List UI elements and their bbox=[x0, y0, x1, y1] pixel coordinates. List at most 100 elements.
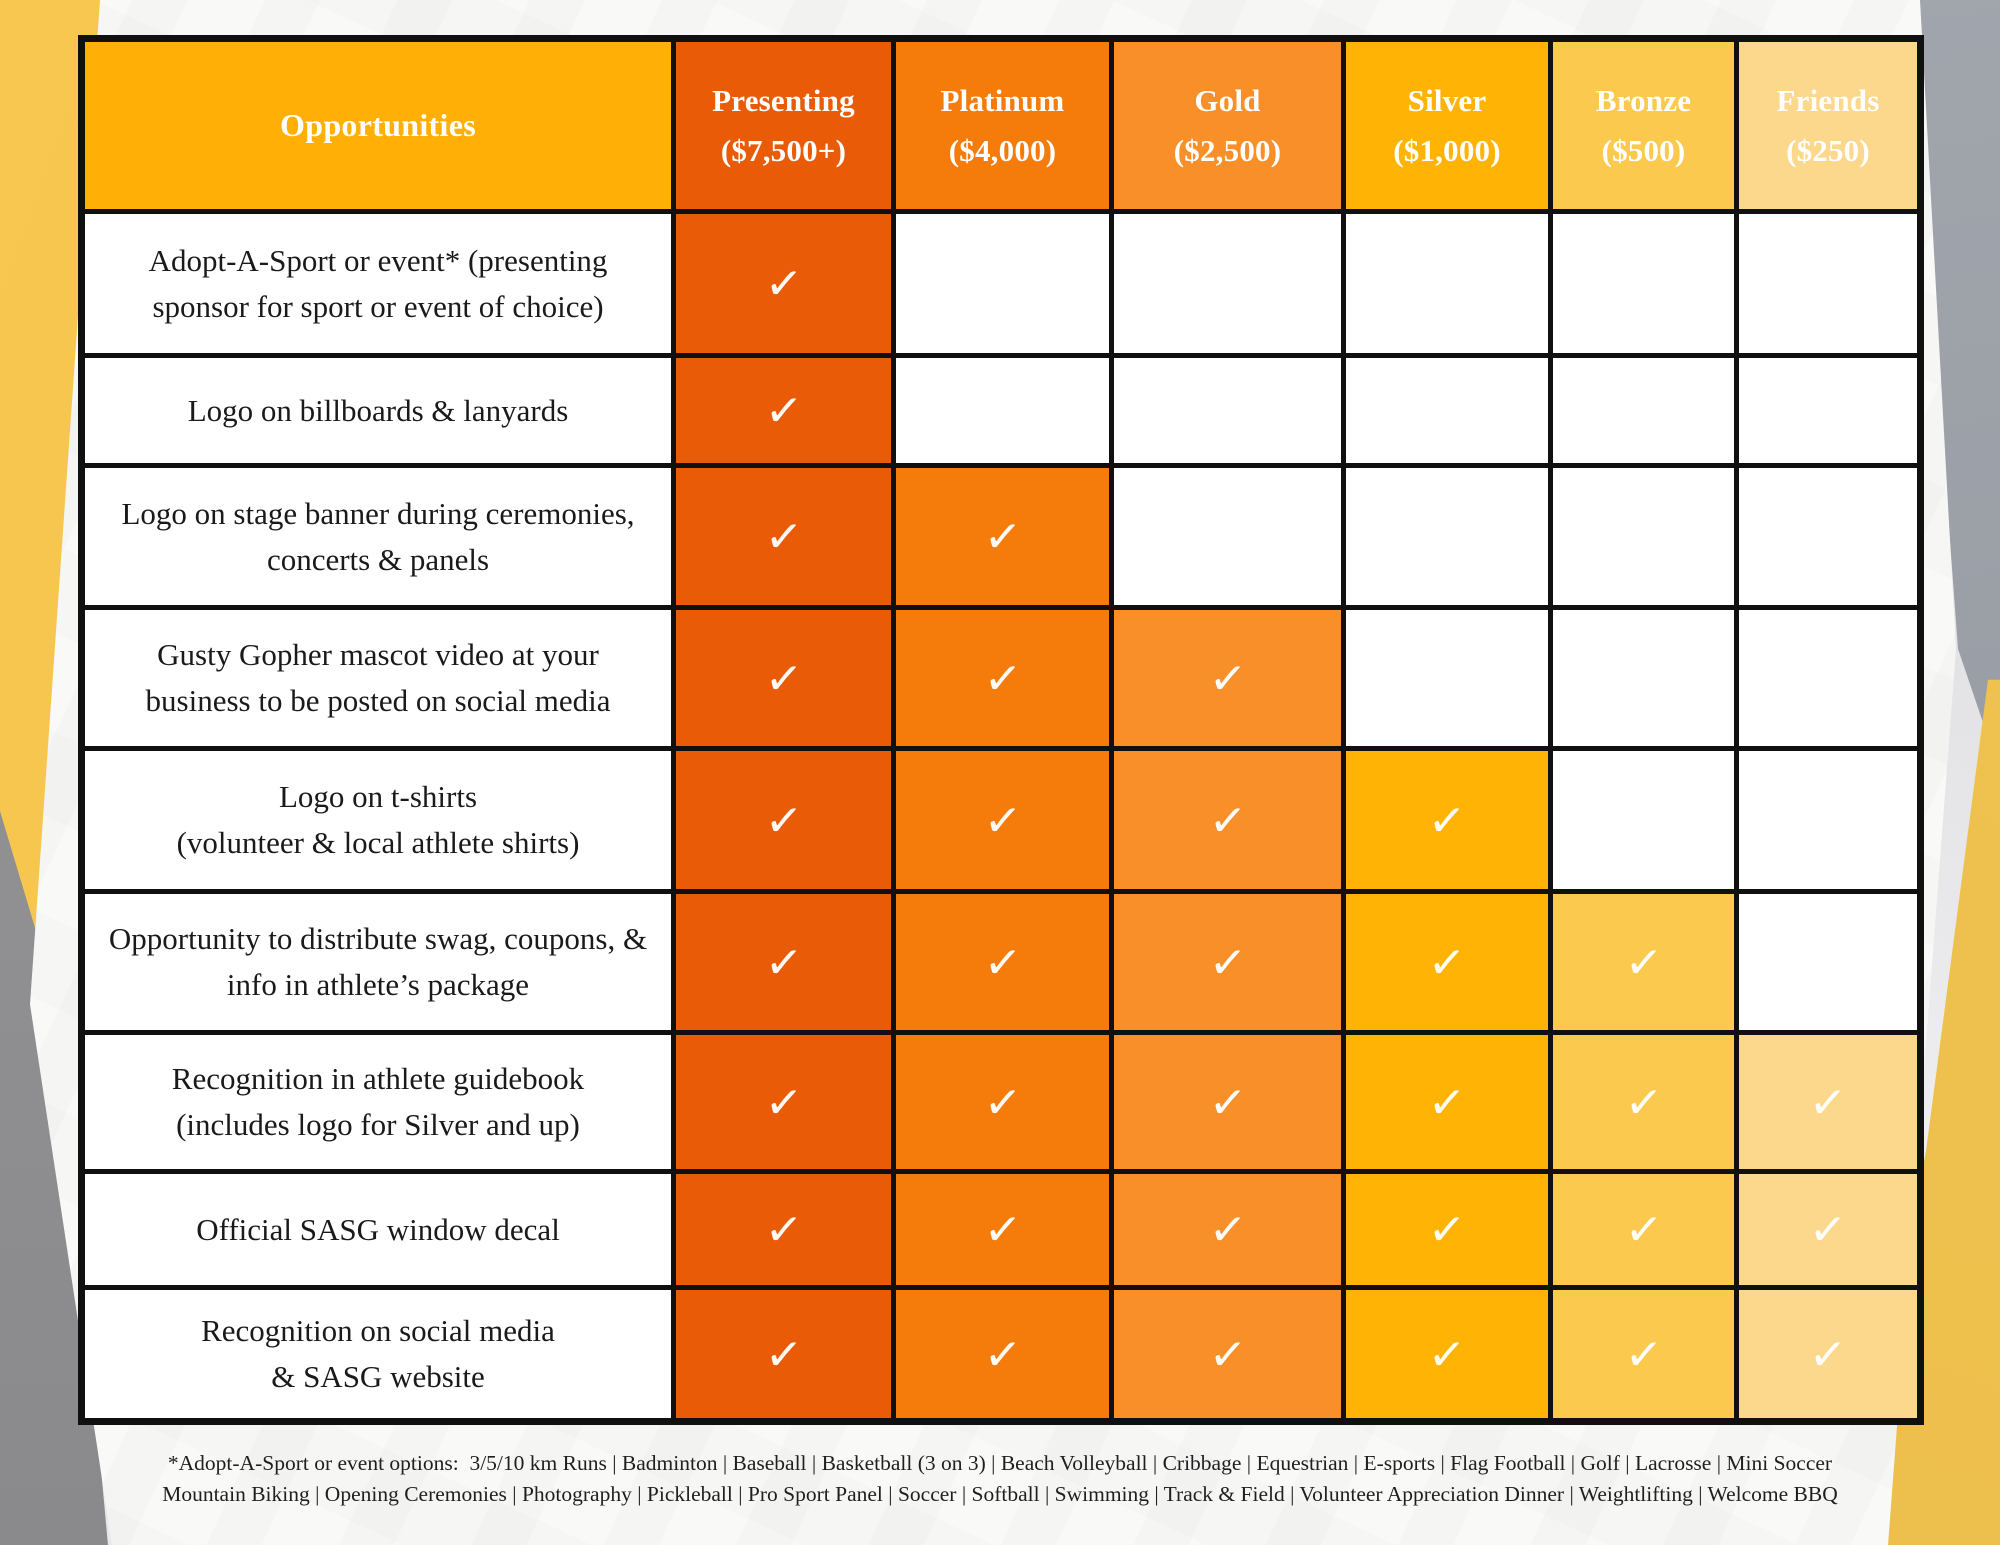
row-label: Logo on stage banner during ceremonies, c… bbox=[79, 463, 676, 610]
table-row: Adopt-A-Sport or event* (presenting spons… bbox=[79, 209, 1923, 358]
row-label-line: (includes logo for Silver and up) bbox=[176, 1107, 580, 1142]
check-icon: ✓ bbox=[1206, 650, 1249, 706]
row-label: Opportunity to distribute swag, coupons,… bbox=[79, 889, 676, 1035]
tier-price: ($500) bbox=[1601, 132, 1686, 168]
tier-header-gold: Gold ($2,500) bbox=[1109, 36, 1346, 214]
check-icon: ✓ bbox=[1206, 934, 1249, 990]
check-icon: ✓ bbox=[981, 792, 1024, 848]
cell-silver-checked: ✓ bbox=[1341, 746, 1553, 894]
check-icon: ✓ bbox=[1426, 934, 1468, 990]
check-icon: ✓ bbox=[1807, 1326, 1849, 1382]
footnote: *Adopt-A-Sport or event options: 3/5/10 … bbox=[0, 1448, 2000, 1510]
cell-gold-checked: ✓ bbox=[1109, 1285, 1346, 1424]
check-icon: ✓ bbox=[1807, 1201, 1849, 1258]
row-label-line: (volunteer & local athlete shirts) bbox=[176, 825, 580, 860]
tier-name: Bronze bbox=[1595, 82, 1692, 118]
table-header-row: Opportunities Presenting ($7,500+) Platinu… bbox=[79, 36, 1923, 214]
row-label: Adopt-A-Sport or event* (presenting spons… bbox=[79, 209, 676, 358]
tier-header-platinum: Platinum ($4,000) bbox=[891, 36, 1114, 214]
tier-price: ($2,500) bbox=[1173, 132, 1282, 168]
cell-silver-empty bbox=[1341, 463, 1553, 610]
cell-presenting-checked: ✓ bbox=[671, 209, 896, 358]
cell-platinum-checked: ✓ bbox=[891, 463, 1114, 610]
tier-header-presenting: Presenting ($7,500+) bbox=[671, 36, 896, 214]
tier-price: ($4,000) bbox=[948, 132, 1057, 168]
row-label-line: Logo on t-shirts bbox=[278, 779, 478, 815]
cell-platinum-checked: ✓ bbox=[891, 1285, 1114, 1424]
cell-friends-empty bbox=[1734, 746, 1923, 894]
check-icon: ✓ bbox=[762, 650, 805, 706]
check-icon: ✓ bbox=[1622, 1201, 1665, 1258]
cell-platinum-empty bbox=[891, 353, 1114, 468]
cell-gold-empty bbox=[1109, 353, 1346, 468]
footnote-line-2: Mountain Biking | Opening Ceremonies | P… bbox=[162, 1482, 1838, 1507]
check-icon: ✓ bbox=[762, 792, 805, 848]
table-row: Opportunity to distribute swag, coupons,… bbox=[79, 889, 1923, 1035]
tier-name: Presenting bbox=[712, 82, 855, 118]
cell-bronze-empty bbox=[1548, 353, 1739, 468]
cell-platinum-checked: ✓ bbox=[891, 889, 1114, 1035]
cell-bronze-empty bbox=[1548, 746, 1739, 894]
check-icon: ✓ bbox=[1426, 1201, 1468, 1258]
cell-silver-checked: ✓ bbox=[1341, 1285, 1553, 1424]
table-row: Logo on billboards & lanyards ✓ bbox=[79, 353, 1923, 468]
cell-silver-checked: ✓ bbox=[1341, 1030, 1553, 1174]
tier-price: ($1,000) bbox=[1393, 132, 1501, 168]
table-row: Recognition on social media & SASG websit… bbox=[79, 1285, 1923, 1424]
row-label: Official SASG window decal bbox=[79, 1169, 676, 1290]
cell-presenting-checked: ✓ bbox=[671, 353, 896, 468]
row-label-line: Logo on billboards & lanyards bbox=[187, 392, 569, 428]
cell-silver-empty bbox=[1341, 209, 1553, 358]
table-row: Official SASG window decal ✓ ✓ ✓ ✓ ✓ ✓ bbox=[79, 1169, 1923, 1290]
check-icon: ✓ bbox=[1206, 1074, 1249, 1130]
cell-friends-empty bbox=[1734, 889, 1923, 1035]
cell-bronze-checked: ✓ bbox=[1548, 889, 1739, 1035]
cell-silver-checked: ✓ bbox=[1341, 1169, 1553, 1290]
row-label-line: Gusty Gopher mascot video at your bbox=[157, 637, 599, 673]
check-icon: ✓ bbox=[981, 934, 1024, 990]
cell-friends-empty bbox=[1734, 463, 1923, 610]
cell-presenting-checked: ✓ bbox=[671, 463, 896, 610]
tier-name: Silver bbox=[1407, 82, 1487, 118]
cell-presenting-checked: ✓ bbox=[671, 1030, 896, 1174]
check-icon: ✓ bbox=[1426, 792, 1468, 848]
row-label-line: concerts & panels bbox=[266, 541, 490, 577]
tier-price: ($250) bbox=[1786, 132, 1870, 168]
cell-gold-empty bbox=[1109, 463, 1346, 610]
cell-bronze-checked: ✓ bbox=[1548, 1285, 1739, 1424]
check-icon: ✓ bbox=[762, 382, 805, 439]
check-icon: ✓ bbox=[1206, 792, 1249, 848]
cell-silver-empty bbox=[1341, 605, 1553, 751]
check-icon: ✓ bbox=[762, 1074, 805, 1130]
tier-price: ($7,500+) bbox=[720, 132, 847, 168]
row-label: Recognition on social media & SASG websit… bbox=[79, 1285, 676, 1424]
cell-gold-checked: ✓ bbox=[1109, 1169, 1346, 1290]
row-label-line: sponsor for sport or event of choice) bbox=[152, 288, 604, 324]
cell-friends-empty bbox=[1734, 353, 1923, 468]
cell-friends-checked: ✓ bbox=[1734, 1030, 1923, 1174]
cell-silver-empty bbox=[1341, 353, 1553, 468]
check-icon: ✓ bbox=[1622, 934, 1665, 990]
row-label-line: Recognition on social media bbox=[201, 1313, 555, 1349]
cell-bronze-empty bbox=[1548, 209, 1739, 358]
row-label-line: Official SASG window decal bbox=[196, 1211, 560, 1247]
check-icon: ✓ bbox=[762, 934, 805, 990]
table-row: Gusty Gopher mascot video at your busines… bbox=[79, 605, 1923, 751]
cell-presenting-checked: ✓ bbox=[671, 1285, 896, 1424]
row-label-line: & SASG website bbox=[271, 1359, 485, 1394]
row-label-line: Logo on stage banner during ceremonies, bbox=[121, 495, 635, 531]
check-icon: ✓ bbox=[981, 650, 1024, 706]
check-icon: ✓ bbox=[981, 1074, 1024, 1130]
check-icon: ✓ bbox=[981, 1326, 1024, 1382]
cell-gold-checked: ✓ bbox=[1109, 1030, 1346, 1174]
table-row: Recognition in athlete guidebook (include… bbox=[79, 1030, 1923, 1174]
cell-gold-checked: ✓ bbox=[1109, 605, 1346, 751]
cell-gold-checked: ✓ bbox=[1109, 889, 1346, 1035]
cell-bronze-empty bbox=[1548, 463, 1739, 610]
check-icon: ✓ bbox=[1206, 1326, 1249, 1382]
row-label: Logo on t-shirts (volunteer & local athle… bbox=[79, 746, 676, 894]
row-label: Gusty Gopher mascot video at your busines… bbox=[79, 605, 676, 751]
check-icon: ✓ bbox=[762, 1326, 805, 1382]
check-icon: ✓ bbox=[1426, 1074, 1468, 1130]
